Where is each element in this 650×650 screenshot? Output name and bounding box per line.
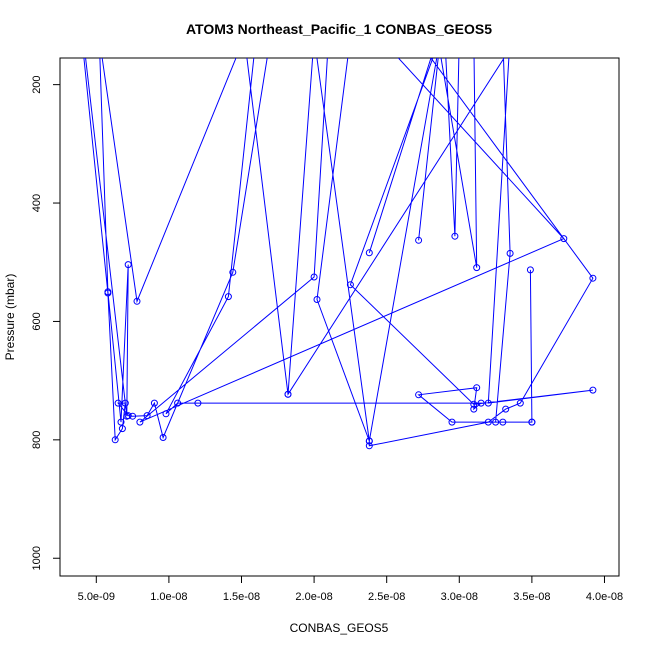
x-tick-label: 2.5e-08 xyxy=(368,591,405,603)
data-point xyxy=(117,418,125,426)
data-point xyxy=(473,264,481,272)
y-tick-label: 800 xyxy=(31,431,43,449)
data-point xyxy=(284,390,292,398)
data-point xyxy=(136,418,144,426)
y-axis: 200 400 600 800 1000 xyxy=(31,75,61,570)
y-axis-label: Pressure (mbar) xyxy=(3,274,17,361)
y-tick-label: 1000 xyxy=(31,546,43,570)
y-tick-label: 400 xyxy=(31,194,43,212)
data-point xyxy=(451,232,459,240)
data-point xyxy=(123,412,131,420)
y-tick-label: 200 xyxy=(31,75,43,93)
x-tick-label: 1.5e-08 xyxy=(223,591,260,603)
data-point xyxy=(194,399,202,407)
x-axis-label: CONBAS_GEOS5 xyxy=(290,621,389,635)
data-point xyxy=(114,399,122,407)
data-point xyxy=(224,293,232,301)
data-point xyxy=(484,418,492,426)
data-point xyxy=(492,418,500,426)
data-point xyxy=(80,34,86,40)
chart-title: ATOM3 Northeast_Pacific_1 CONBAS_GEOS5 xyxy=(186,21,492,37)
data-point xyxy=(121,399,129,407)
data-point xyxy=(473,384,481,392)
data-point xyxy=(499,418,507,426)
plot-frame xyxy=(59,57,620,577)
data-point xyxy=(514,34,520,40)
data-point xyxy=(229,268,237,276)
data-point xyxy=(143,412,151,420)
data-point xyxy=(448,418,456,426)
data-point xyxy=(104,288,112,296)
data-point xyxy=(526,266,534,274)
data-point xyxy=(528,418,536,426)
data-point xyxy=(589,386,597,394)
x-tick-label: 4.0e-08 xyxy=(586,591,623,603)
data-point xyxy=(365,442,373,450)
data-point xyxy=(506,249,514,257)
x-tick-label: 5.0e-09 xyxy=(78,591,115,603)
data-point xyxy=(507,34,513,40)
data-point xyxy=(365,437,373,445)
data-point xyxy=(313,296,321,303)
data-point xyxy=(484,399,492,407)
data-point xyxy=(477,399,485,407)
data-point xyxy=(415,391,423,399)
data-point xyxy=(589,274,597,282)
x-axis: 5.0e-09 1.0e-08 1.5e-08 2.0e-08 2.5e-08 3.0e-… xyxy=(78,575,623,603)
data-point xyxy=(502,405,510,413)
series-layer xyxy=(79,34,597,450)
data-point xyxy=(346,281,354,289)
data-point xyxy=(365,249,373,257)
data-point xyxy=(96,34,102,40)
data-point xyxy=(124,261,132,269)
x-tick-label: 3.5e-08 xyxy=(513,591,550,603)
series-line xyxy=(83,58,594,447)
y-tick-label: 600 xyxy=(31,312,43,330)
data-point xyxy=(79,34,85,40)
data-point xyxy=(133,297,141,305)
data-point xyxy=(310,273,318,281)
x-tick-label: 1.0e-08 xyxy=(150,591,187,603)
data-point xyxy=(500,34,506,40)
data-point xyxy=(516,399,524,407)
x-tick-label: 3.0e-08 xyxy=(441,591,478,603)
data-point xyxy=(415,236,423,244)
data-point xyxy=(560,235,568,243)
data-point xyxy=(174,399,182,407)
data-point xyxy=(470,400,478,408)
data-point xyxy=(111,436,119,444)
data-point xyxy=(162,410,170,418)
data-point xyxy=(470,405,478,413)
x-tick-label: 2.0e-08 xyxy=(295,591,332,603)
data-point xyxy=(118,425,126,433)
data-point xyxy=(159,434,167,441)
data-point xyxy=(150,399,158,407)
